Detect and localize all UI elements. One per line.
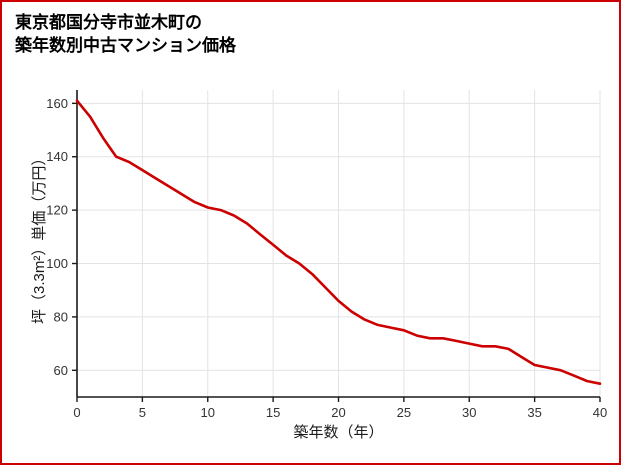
chart-title-line1: 東京都国分寺市並木町の [15,13,202,32]
price-line [75,99,602,386]
price-line-chart: 60 80 100 120 140 160 0 5 10 15 20 25 30 35 40 [46,90,607,420]
x-tick-label: 40 [593,405,607,420]
y-tick-label: 120 [46,203,68,218]
x-tick-label: 0 [73,405,80,420]
x-tick-label: 5 [139,405,146,420]
y-axis-label: 坪（3.3m²）単価（万円） [31,150,48,324]
x-tick-label: 35 [527,405,541,420]
x-tick-label: 25 [397,405,411,420]
x-tick-label: 10 [201,405,215,420]
y-tick-label: 80 [54,309,68,324]
x-tick-label: 20 [331,405,345,420]
y-tick-label: 160 [46,96,68,111]
y-tick-label: 100 [46,256,68,271]
y-tick-label: 140 [46,149,68,164]
y-tick-label: 60 [54,363,68,378]
x-tick-label: 30 [462,405,476,420]
x-tick-label: 15 [266,405,280,420]
x-axis-label: 築年数（年） [293,424,384,441]
chart-title-line2: 築年数別中古マンション価格 [15,35,236,55]
chart-title: 東京都国分寺市並木町の 築年数別中古マンション価格 [15,12,236,58]
